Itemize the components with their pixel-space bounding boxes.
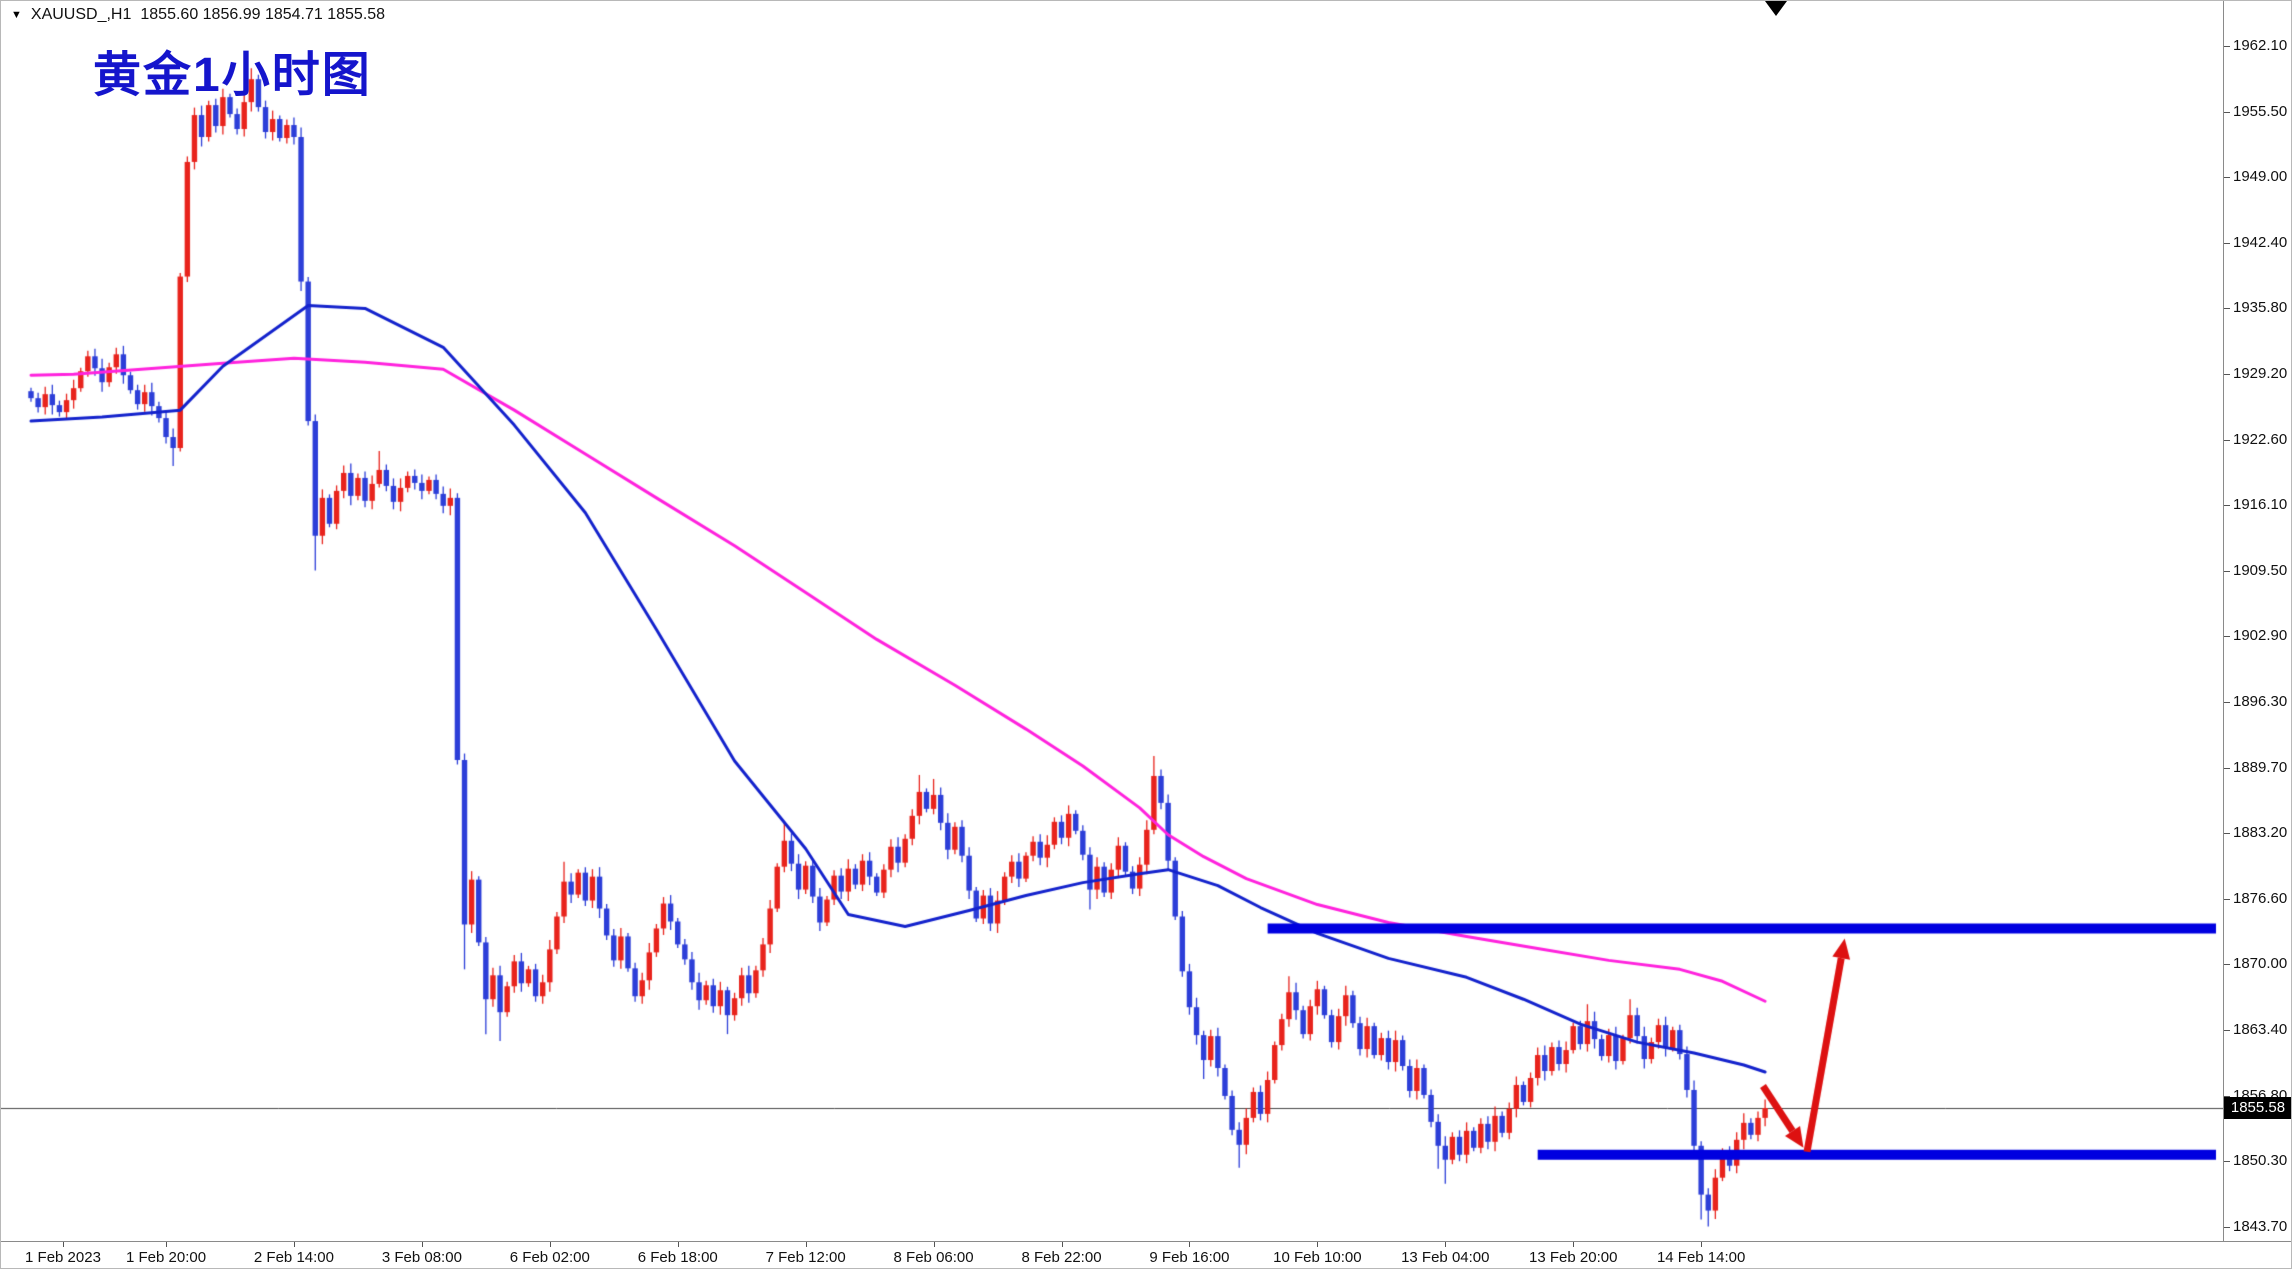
time-axis-tick	[1061, 1242, 1063, 1247]
current-price-tag: 1855.58	[2224, 1097, 2291, 1120]
time-axis-label: 2 Feb 14:00	[253, 1249, 334, 1266]
price-axis-label: 1889.70	[2233, 758, 2288, 776]
price-axis-tick	[2224, 440, 2230, 442]
price-axis-label: 1922.60	[2233, 431, 2288, 449]
time-axis-label: 1 Feb 20:00	[126, 1249, 207, 1266]
time-axis-label: 8 Feb 22:00	[1021, 1249, 1102, 1266]
chart-annotation-title: 黄金1小时图	[93, 49, 372, 102]
price-axis-tick	[2224, 1030, 2230, 1032]
price-axis-tick	[2224, 112, 2230, 114]
price-axis-tick	[2224, 504, 2230, 506]
time-axis-label: 13 Feb 04:00	[1401, 1249, 1490, 1266]
time-axis-tick	[549, 1242, 551, 1247]
price-axis-label: 1949.00	[2233, 167, 2288, 185]
time-axis-tick	[805, 1242, 807, 1247]
price-axis-label: 1962.10	[2233, 37, 2288, 55]
time-axis-label: 9 Feb 16:00	[1149, 1249, 1230, 1266]
price-axis-tick	[2224, 46, 2230, 48]
price-axis-label: 1955.50	[2233, 103, 2288, 121]
price-axis-tick	[2224, 964, 2230, 966]
price-axis-tick	[2224, 1226, 2230, 1228]
price-axis-tick	[2224, 570, 2230, 572]
price-axis-label: 1876.60	[2233, 889, 2288, 907]
price-axis-tick	[2224, 832, 2230, 834]
price-axis-tick	[2224, 242, 2230, 244]
price-axis-tick	[2224, 1160, 2230, 1162]
time-axis-label: 3 Feb 08:00	[381, 1249, 462, 1266]
time-axis-label: 6 Feb 02:00	[509, 1249, 590, 1266]
price-axis-tick	[2224, 702, 2230, 704]
price-axis-tick	[2224, 898, 2230, 900]
price-axis-tick	[2224, 636, 2230, 638]
current-price-value: 1855.58	[2230, 1099, 2286, 1117]
symbol-dropdown-icon[interactable]: ▼	[11, 8, 22, 21]
price-axis-label: 1935.80	[2233, 299, 2288, 317]
price-axis-label: 1942.40	[2233, 233, 2288, 251]
ohlc-values-label: 1855.60 1856.99 1854.71 1855.58	[140, 6, 386, 23]
time-axis-tick	[293, 1242, 295, 1247]
time-axis-tick	[1701, 1242, 1703, 1247]
time-axis-tick	[1573, 1242, 1575, 1247]
time-axis-tick	[166, 1242, 168, 1247]
price-axis[interactable]: 1962.10 1955.50 1949.00 1942.40 1935.80 1929.…	[2223, 1, 2291, 1241]
time-axis-tick	[1445, 1242, 1447, 1247]
price-axis-label: 1870.00	[2233, 955, 2288, 973]
price-axis-tick	[2224, 176, 2230, 178]
price-axis-label: 1850.30	[2233, 1151, 2288, 1169]
price-axis-tick	[2224, 1095, 2230, 1097]
time-axis-tick	[933, 1242, 935, 1247]
time-axis-tick	[1189, 1242, 1191, 1247]
price-axis-label: 1863.40	[2233, 1021, 2288, 1039]
chart-info-bar: ▼ XAUUSD_,H1 1855.60 1856.99 1854.71 185…	[11, 6, 385, 24]
time-axis-tick	[1317, 1242, 1319, 1247]
price-axis-tick	[2224, 374, 2230, 376]
price-axis-label: 1902.90	[2233, 627, 2288, 645]
price-axis-label: 1883.20	[2233, 823, 2288, 841]
time-axis-label: 6 Feb 18:00	[637, 1249, 718, 1266]
price-axis-label: 1896.30	[2233, 693, 2288, 711]
time-axis-label: 8 Feb 06:00	[893, 1249, 974, 1266]
time-axis-label: 14 Feb 14:00	[1656, 1249, 1746, 1266]
symbol-timeframe-label: XAUUSD_,H1	[30, 6, 132, 23]
price-axis-tick	[2224, 308, 2230, 310]
price-axis-label: 1909.50	[2233, 561, 2288, 579]
price-axis-label: 1843.70	[2233, 1217, 2288, 1235]
price-axis-label: 1929.20	[2233, 365, 2288, 383]
time-axis-tick	[421, 1242, 423, 1247]
time-axis-label: 10 Feb 10:00	[1273, 1249, 1362, 1266]
time-axis-label: 7 Feb 12:00	[765, 1249, 846, 1266]
time-axis[interactable]: 1 Feb 2023 1 Feb 20:00 2 Feb 14:00 3 Feb 08…	[1, 1241, 2291, 1268]
time-axis-label: 13 Feb 20:00	[1529, 1249, 1618, 1266]
candlestick-chart-canvas[interactable]	[1, 1, 2223, 1241]
price-axis-label: 1916.10	[2233, 495, 2288, 513]
price-axis-tick	[2224, 767, 2230, 769]
time-axis-tick	[677, 1242, 679, 1247]
time-axis-label: 1 Feb 2023	[25, 1249, 101, 1266]
time-axis-tick	[62, 1242, 64, 1247]
chart-shift-marker-icon[interactable]	[1765, 1, 1787, 16]
